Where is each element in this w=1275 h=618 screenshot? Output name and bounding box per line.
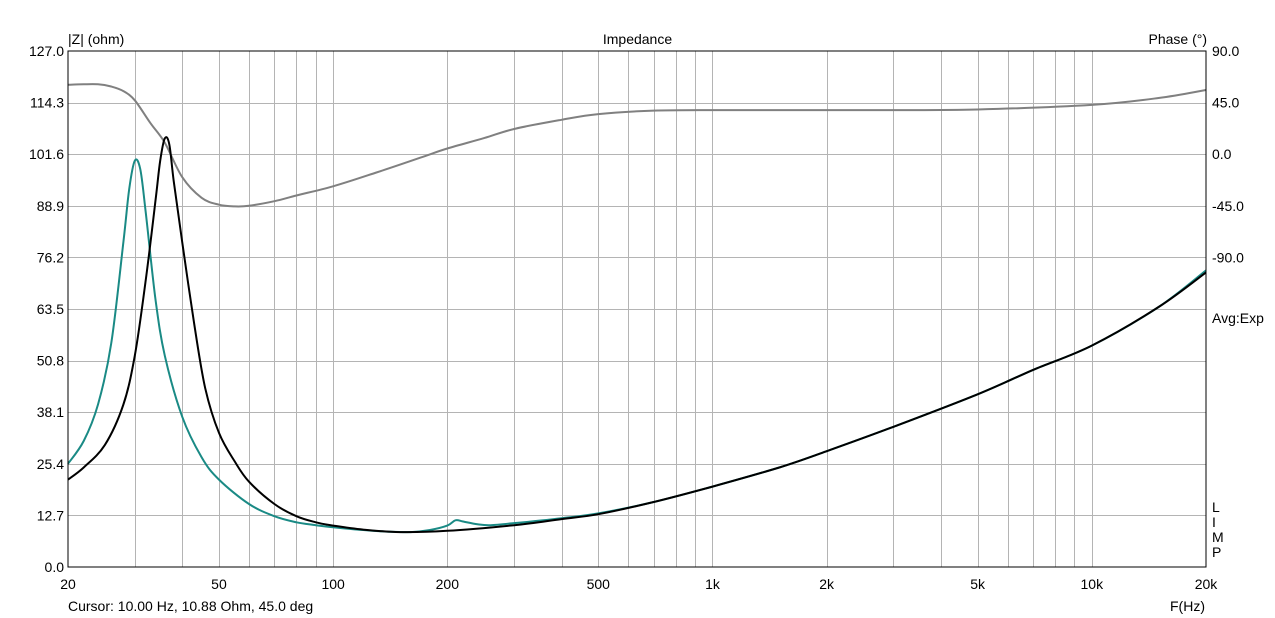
grid-lines — [68, 51, 1206, 567]
limp-letter: I — [1212, 514, 1216, 530]
y-tick-label-right: 90.0 — [1212, 43, 1239, 59]
y-tick-label-left: 12.7 — [37, 507, 64, 523]
impedance-curve-black — [67, 136, 1207, 534]
y-axis-right-label: Phase (°) — [1148, 31, 1207, 47]
averaging-label: Avg:Exp — [1212, 310, 1264, 326]
x-tick-label: 10k — [1081, 576, 1105, 592]
limp-label: L I M P — [1212, 500, 1224, 560]
y-tick-label-left: 0.0 — [45, 559, 65, 575]
y-tick-label-left: 50.8 — [37, 353, 64, 369]
y-tick-label-left: 63.5 — [37, 301, 64, 317]
x-tick-label: 5k — [970, 576, 986, 592]
y-tick-label-right: -45.0 — [1212, 198, 1244, 214]
x-axis-label: F(Hz) — [1170, 598, 1205, 614]
y-tick-label-left: 101.6 — [29, 146, 64, 162]
x-tick-label: 2k — [819, 576, 835, 592]
y-tick-label-left: 88.9 — [37, 198, 64, 214]
x-tick-label: 200 — [436, 576, 460, 592]
x-tick-label: 1k — [705, 576, 721, 592]
y-tick-label-right: 0.0 — [1212, 146, 1232, 162]
x-tick-label: 500 — [587, 576, 611, 592]
y-tick-label-left: 114.3 — [30, 95, 64, 111]
tick-labels: 0.0 12.7 25.4 38.1 50.8 63.5 76.2 88.9 101.6 114.… — [29, 43, 1244, 592]
chart-title: Impedance — [602, 31, 673, 47]
y-tick-label-left: 127.0 — [29, 43, 64, 59]
y-tick-label-left: 25.4 — [37, 456, 64, 472]
y-tick-label-right: -90.0 — [1212, 249, 1244, 265]
y-axis-left-label: |Z| (ohm) — [68, 31, 125, 47]
cursor-readout: Cursor: 10.00 Hz, 10.88 Ohm, 45.0 deg — [68, 598, 314, 614]
impedance-curve-teal — [67, 158, 1207, 534]
x-tick-label: 50 — [211, 576, 227, 592]
phase-curve — [67, 83, 1207, 208]
x-tick-label: 20k — [1195, 576, 1219, 592]
curves — [67, 83, 1207, 534]
limp-letter: L — [1212, 499, 1220, 515]
limp-letter: P — [1212, 544, 1222, 560]
x-tick-label: 100 — [321, 576, 345, 592]
y-tick-label-right: 45.0 — [1212, 95, 1239, 111]
plot-frame — [67, 50, 1207, 568]
y-tick-label-left: 38.1 — [37, 404, 64, 420]
x-tick-label: 20 — [60, 576, 76, 592]
limp-letter: M — [1212, 529, 1224, 545]
y-tick-label-left: 76.2 — [37, 249, 64, 265]
